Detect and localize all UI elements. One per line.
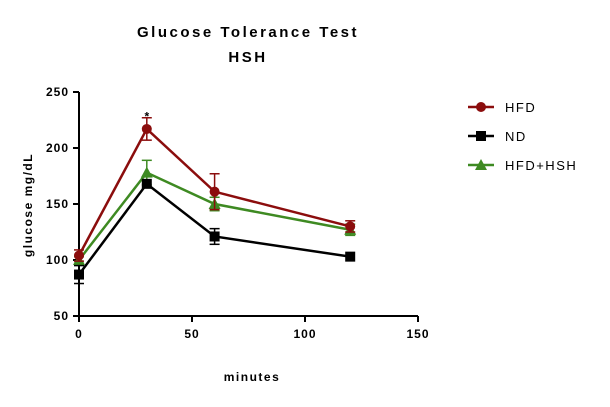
series-nd <box>74 178 356 285</box>
legend: HFD ND HFD+HSH <box>468 100 577 173</box>
legend-marker <box>475 159 487 170</box>
data-point <box>74 250 84 261</box>
data-point <box>345 221 356 232</box>
series-line <box>78 171 351 261</box>
legend-marker <box>476 102 486 112</box>
y-axis-label: glucose mg/dL <box>21 153 35 257</box>
legend-label: HFD <box>505 100 536 115</box>
legend-label: HFD+HSH <box>505 158 577 173</box>
series-line <box>77 182 351 276</box>
data-point <box>74 269 84 280</box>
chart-title: Glucose Tolerance Test <box>137 24 359 41</box>
data-point <box>141 178 152 189</box>
chart-subtitle: HSH <box>228 49 267 66</box>
data-point <box>209 231 220 242</box>
x-tick-label: 0 <box>75 327 83 341</box>
significance-marker: * <box>144 110 149 124</box>
axes: 0 50 100 150 50 100 150 200 250 <box>46 85 429 341</box>
y-tick-label: 250 <box>46 85 69 99</box>
x-tick-label: 100 <box>293 327 316 341</box>
legend-label: ND <box>505 129 527 144</box>
legend-item: ND <box>468 129 527 144</box>
series-layer <box>73 117 357 285</box>
data-point <box>141 123 152 134</box>
y-tick-label: 100 <box>46 253 69 267</box>
x-tick-label: 50 <box>184 327 199 341</box>
x-axis-label: minutes <box>224 370 281 384</box>
legend-item: HFD <box>468 100 536 115</box>
y-tick-label: 50 <box>54 309 69 323</box>
series-line <box>77 126 351 257</box>
data-point <box>345 251 356 262</box>
y-tick-label: 200 <box>46 141 69 155</box>
data-point <box>209 186 220 197</box>
y-tick-label: 150 <box>46 197 69 211</box>
legend-marker <box>476 131 486 141</box>
series-hfd <box>74 117 356 262</box>
data-point <box>140 166 153 178</box>
legend-item: HFD+HSH <box>468 158 577 173</box>
annotations: * <box>144 110 149 124</box>
x-tick-label: 150 <box>406 327 429 341</box>
